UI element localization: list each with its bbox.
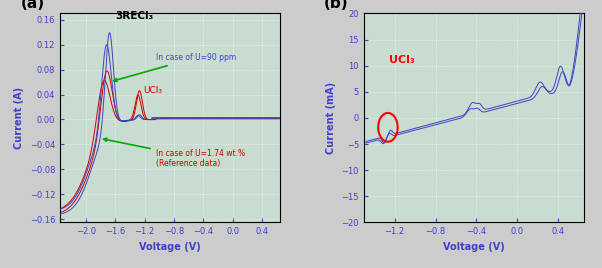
- X-axis label: Voltage (V): Voltage (V): [443, 242, 505, 252]
- Text: In case of U=1.74 wt.%
(Reference data): In case of U=1.74 wt.% (Reference data): [104, 138, 244, 168]
- Text: 3RECl₃: 3RECl₃: [115, 11, 154, 21]
- Text: UCl₃: UCl₃: [143, 85, 162, 95]
- Y-axis label: Current (A): Current (A): [14, 87, 24, 149]
- Text: UCl₃: UCl₃: [389, 55, 415, 65]
- X-axis label: Voltage (V): Voltage (V): [139, 242, 201, 252]
- Y-axis label: Current (mA): Current (mA): [326, 82, 336, 154]
- Text: In case of U=90 ppm: In case of U=90 ppm: [114, 53, 236, 81]
- Text: (b): (b): [324, 0, 349, 11]
- Text: (a): (a): [20, 0, 45, 11]
